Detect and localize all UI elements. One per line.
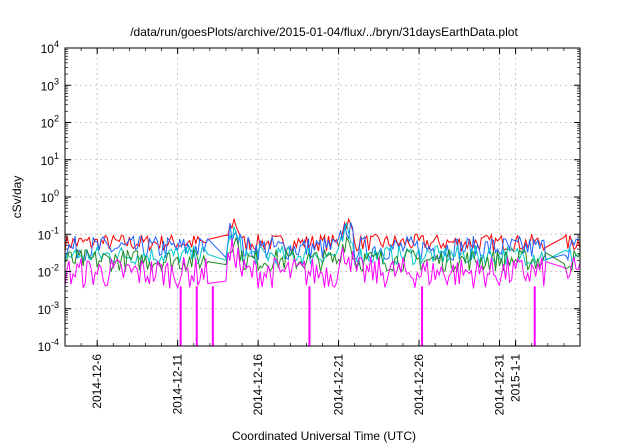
x-ticks: 2014-12-6 2014-12-11 2014-12-16 2014-12-21 2… xyxy=(64,48,581,416)
series-group xyxy=(64,217,581,346)
x-tick-label: 2014-12-16 xyxy=(251,354,265,416)
x-axis-label: Coordinated Universal Time (UTC) xyxy=(232,429,416,443)
x-tick-label: 2014-12-26 xyxy=(412,354,426,416)
chart-title: /data/run/goesPlots/archive/2015-01-04/f… xyxy=(130,25,518,39)
series-line xyxy=(64,238,581,290)
x-tick-label: 2014-12-11 xyxy=(171,354,185,415)
series-line xyxy=(64,217,581,253)
x-tick-label: 2014-12-31 xyxy=(493,354,507,416)
x-tick-label: 2014-12-6 xyxy=(90,354,104,409)
x-tick-label: 2014-12-21 xyxy=(332,354,346,416)
x-tick-label: 2015-1-1 xyxy=(509,354,523,402)
y-axis-label: cSv/day xyxy=(10,176,24,219)
series-line xyxy=(64,235,581,273)
